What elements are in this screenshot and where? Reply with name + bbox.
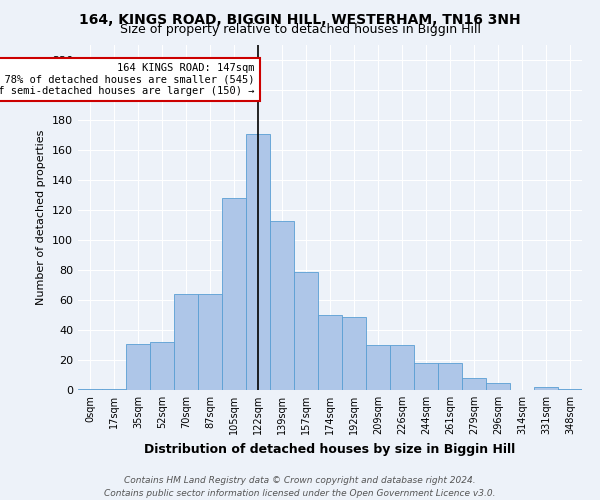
Bar bbox=[390, 345, 414, 390]
Bar bbox=[126, 344, 150, 390]
Bar bbox=[222, 198, 246, 390]
Bar bbox=[78, 388, 102, 390]
Text: 164, KINGS ROAD, BIGGIN HILL, WESTERHAM, TN16 3NH: 164, KINGS ROAD, BIGGIN HILL, WESTERHAM,… bbox=[79, 12, 521, 26]
Bar bbox=[414, 363, 438, 390]
Bar bbox=[198, 294, 222, 390]
Text: 164 KINGS ROAD: 147sqm
← 78% of detached houses are smaller (545)
21% of semi-de: 164 KINGS ROAD: 147sqm ← 78% of detached… bbox=[0, 63, 254, 96]
Text: Contains HM Land Registry data © Crown copyright and database right 2024.
Contai: Contains HM Land Registry data © Crown c… bbox=[104, 476, 496, 498]
Bar bbox=[438, 363, 462, 390]
Bar bbox=[246, 134, 270, 390]
Bar bbox=[462, 378, 486, 390]
Y-axis label: Number of detached properties: Number of detached properties bbox=[37, 130, 46, 305]
Bar bbox=[270, 220, 294, 390]
Bar bbox=[534, 387, 558, 390]
Bar bbox=[294, 272, 318, 390]
Bar bbox=[366, 345, 390, 390]
Bar bbox=[174, 294, 198, 390]
Bar bbox=[318, 315, 342, 390]
X-axis label: Distribution of detached houses by size in Biggin Hill: Distribution of detached houses by size … bbox=[145, 442, 515, 456]
Text: Size of property relative to detached houses in Biggin Hill: Size of property relative to detached ho… bbox=[119, 22, 481, 36]
Bar bbox=[102, 388, 126, 390]
Bar bbox=[342, 316, 366, 390]
Bar bbox=[150, 342, 174, 390]
Bar bbox=[486, 382, 510, 390]
Bar bbox=[558, 388, 582, 390]
